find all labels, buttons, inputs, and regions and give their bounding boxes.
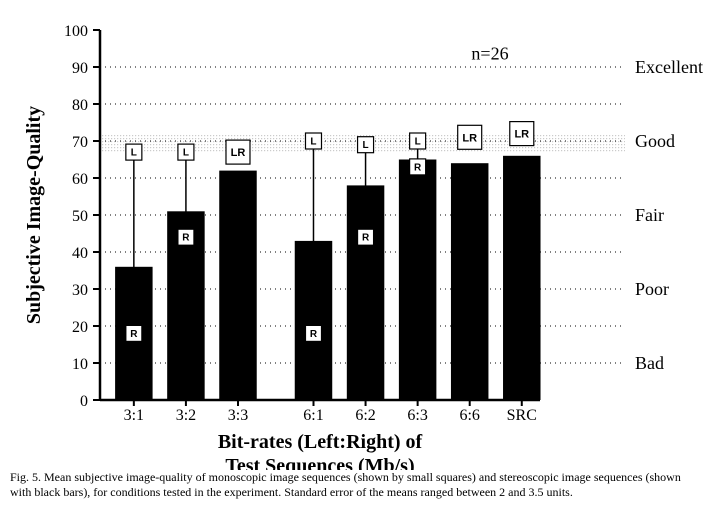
scale-label: Excellent	[635, 57, 703, 77]
ytick-label: 10	[72, 356, 88, 373]
xtick-label: 3:2	[176, 407, 196, 424]
ytick-label: 30	[72, 282, 88, 299]
xtick-label: 6:1	[303, 407, 323, 424]
bar	[399, 160, 436, 401]
ytick-label: 70	[72, 134, 88, 151]
x-axis-label-2: Test Sequences (Mb/s)	[225, 455, 414, 470]
x-axis-label-1: Bit-rates (Left:Right) of	[218, 431, 423, 453]
marker-label: R	[130, 329, 138, 340]
bar	[451, 163, 488, 400]
ytick-label: 90	[72, 60, 88, 77]
ytick-label: 100	[64, 23, 88, 40]
scale-label: Bad	[635, 353, 664, 373]
ytick-label: 60	[72, 171, 88, 188]
marker-label: LR	[514, 129, 529, 141]
bar	[219, 171, 256, 400]
ytick-label: 40	[72, 245, 88, 262]
xtick-label: 3:3	[228, 407, 248, 424]
marker-label: R	[414, 162, 422, 173]
ytick-label: 0	[80, 393, 88, 410]
scale-label: Good	[635, 131, 675, 151]
bar	[503, 156, 540, 400]
marker-label: R	[182, 233, 190, 244]
scale-label: Poor	[635, 279, 669, 299]
marker-label: LR	[462, 132, 477, 144]
xtick-label: 6:6	[459, 407, 479, 424]
marker-label: R	[310, 329, 318, 340]
y-axis-label: Subjective Image-Quality	[23, 106, 45, 324]
n-annotation: n=26	[471, 44, 508, 64]
chart-svg: LR3:1LR3:2LR3:3LR6:1LR6:2LR6:3LR6:6LRSRC…	[0, 0, 704, 470]
marker-label: L	[131, 148, 137, 159]
marker-label: R	[362, 233, 370, 244]
xtick-label: 3:1	[124, 407, 144, 424]
marker-label: LR	[231, 147, 246, 159]
scale-label: Fair	[635, 205, 664, 225]
marker-label: L	[415, 137, 421, 148]
marker-label: L	[183, 148, 189, 159]
figure-caption: Fig. 5. Mean subjective image-quality of…	[10, 470, 690, 514]
ytick-label: 50	[72, 208, 88, 225]
xtick-label: 6:2	[355, 407, 375, 424]
figure-container: LR3:1LR3:2LR3:3LR6:1LR6:2LR6:3LR6:6LRSRC…	[0, 0, 704, 514]
xtick-label: 6:3	[407, 407, 427, 424]
ytick-label: 80	[72, 97, 88, 114]
marker-label: L	[363, 140, 369, 151]
xtick-label: SRC	[507, 407, 537, 424]
marker-label: L	[310, 137, 316, 148]
ytick-label: 20	[72, 319, 88, 336]
